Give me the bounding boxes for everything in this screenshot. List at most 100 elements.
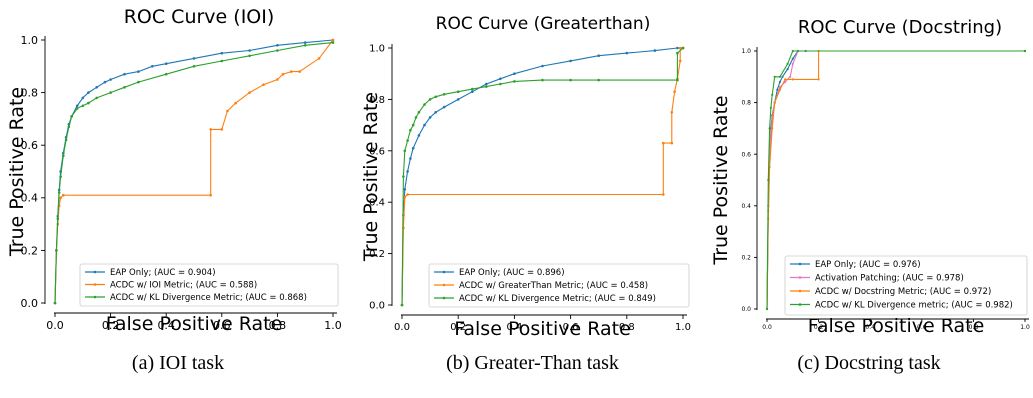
legend-marker — [798, 276, 802, 279]
data-point — [541, 64, 544, 68]
data-point — [75, 107, 79, 110]
data-point — [796, 49, 800, 53]
data-point — [423, 123, 426, 127]
data-point — [87, 91, 90, 94]
data-point — [434, 111, 437, 114]
y-tick-label: 0.8 — [21, 86, 39, 99]
legend-label: EAP Only; (AUC = 0.904) — [110, 268, 216, 278]
data-point — [676, 51, 679, 55]
data-point — [771, 93, 774, 96]
data-point — [276, 78, 279, 81]
data-point — [137, 70, 140, 73]
data-point — [234, 101, 237, 105]
data-point — [423, 103, 426, 106]
data-point — [298, 70, 301, 73]
data-point — [1023, 49, 1027, 53]
data-point — [209, 193, 212, 197]
x-tick-label: 0.4 — [157, 319, 175, 332]
data-point — [778, 88, 781, 91]
data-point — [192, 57, 196, 60]
data-point — [678, 59, 682, 63]
data-point — [485, 85, 488, 88]
data-point — [109, 78, 112, 81]
y-axis-label: True Positive Rate — [360, 92, 382, 262]
data-point — [226, 109, 229, 113]
data-point — [768, 127, 771, 130]
series-line-2 — [54, 39, 334, 304]
data-point — [400, 303, 404, 307]
y-tick-label: 0.6 — [741, 151, 751, 158]
y-tick-label: 0.2 — [21, 244, 39, 257]
data-point — [137, 80, 140, 84]
x-tick-label: 0.2 — [102, 319, 120, 332]
data-point — [569, 78, 572, 82]
data-point — [471, 90, 474, 93]
x-tick-label: 0.6 — [213, 319, 231, 332]
legend-label: ACDC w/ IOI Metric; (AUC = 0.588) — [110, 281, 257, 291]
x-tick-label: 0.4 — [865, 324, 875, 331]
x-tick-label: 1.0 — [324, 319, 342, 332]
data-point — [541, 78, 544, 82]
data-point — [248, 91, 251, 94]
y-tick-label: 0.6 — [21, 139, 39, 152]
data-point — [784, 78, 787, 81]
x-tick-label: 0.0 — [762, 324, 772, 331]
data-point — [281, 72, 285, 76]
panel-ioi: ROC Curve (IOI) 0.0 0.2 0.4 0.6 0.8 1.0 0.0 0.2 0… — [0, 0, 345, 398]
data-point — [791, 78, 794, 81]
y-tick-label: 1.0 — [369, 44, 385, 55]
data-point — [59, 175, 62, 179]
data-point — [220, 59, 224, 63]
legend-label: ACDC w/ KL Divergence Metric; (AUC = 0.8… — [459, 294, 656, 304]
data-point — [151, 65, 154, 68]
y-tick-label: 0.0 — [741, 306, 751, 313]
data-point — [456, 98, 460, 101]
data-point — [786, 62, 789, 65]
legend-marker — [442, 283, 446, 287]
x-axis-label: False Positive Rate — [808, 315, 985, 337]
data-point — [81, 96, 85, 100]
data-point — [414, 116, 418, 119]
data-point — [789, 75, 792, 78]
data-point — [411, 123, 415, 127]
data-point — [103, 80, 107, 84]
data-point — [81, 104, 85, 108]
data-point — [767, 178, 770, 182]
y-tick-label: 0.4 — [741, 203, 751, 210]
data-point — [417, 134, 421, 137]
legend-label: EAP Only; (AUC = 0.896) — [459, 268, 565, 278]
data-point — [403, 149, 407, 153]
data-point — [676, 78, 679, 82]
caption-greaterthan: (b) Greater-Than task — [446, 352, 619, 374]
x-tick-label: 0.8 — [269, 319, 287, 332]
data-point — [442, 93, 446, 96]
data-point — [409, 128, 412, 132]
data-point — [597, 54, 600, 57]
data-point — [653, 49, 657, 52]
data-point — [57, 191, 61, 194]
data-point — [67, 125, 71, 129]
chart-title: ROC Curve (Docstring) — [798, 17, 1002, 38]
data-point — [662, 141, 665, 145]
data-point — [62, 193, 65, 197]
x-tick-label: 0.8 — [619, 322, 635, 333]
data-point — [75, 104, 79, 108]
data-point — [62, 154, 65, 157]
data-point — [678, 46, 682, 50]
data-point — [471, 87, 474, 91]
data-point — [53, 301, 57, 305]
legend-box — [428, 263, 690, 308]
data-point — [123, 72, 126, 76]
data-point — [303, 41, 307, 44]
data-point — [513, 80, 516, 83]
data-point — [681, 46, 685, 50]
y-tick-label: 1.0 — [21, 34, 39, 47]
data-point — [791, 57, 794, 60]
data-point — [773, 101, 776, 104]
y-axis-label: True Positive Rate — [710, 95, 732, 265]
data-point — [403, 188, 407, 191]
data-point — [248, 54, 251, 58]
x-axis-label: False Positive Rate — [106, 313, 283, 335]
data-point — [87, 101, 90, 105]
